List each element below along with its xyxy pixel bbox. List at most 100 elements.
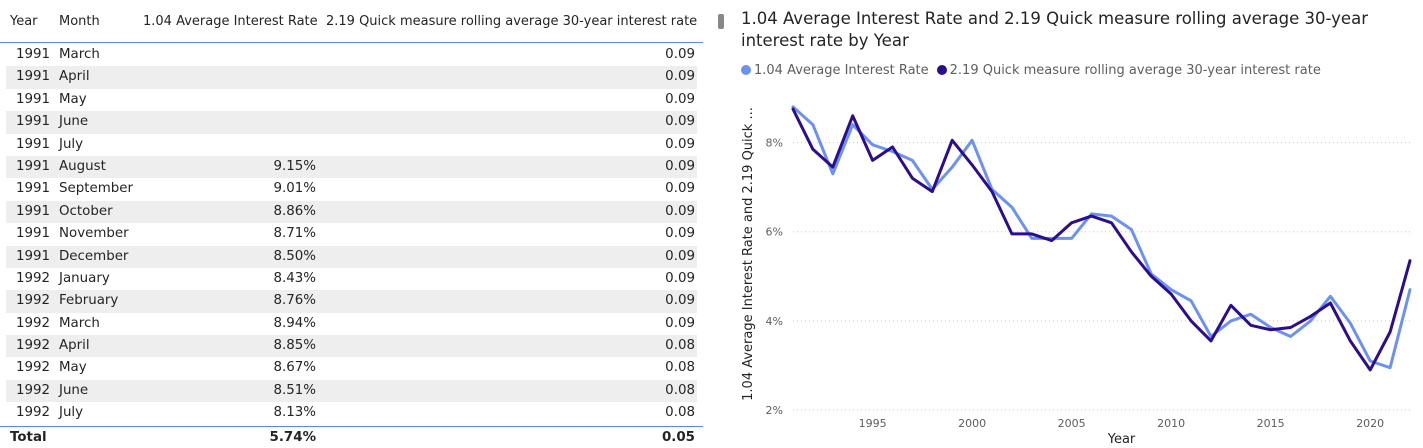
cell-year: 1992 <box>16 270 51 286</box>
table-row[interactable]: 1991 July 0.09 <box>6 134 697 156</box>
cell-year: 1991 <box>16 226 51 242</box>
cell-rolling: 0.09 <box>665 91 695 107</box>
cell-rolling: 0.09 <box>665 203 695 219</box>
cell-year: 1991 <box>16 47 51 62</box>
cell-rolling: 0.09 <box>665 181 695 197</box>
cell-year: 1991 <box>16 69 51 85</box>
x-tick-label: 2000 <box>958 417 986 430</box>
total-average: 5.74% <box>269 430 316 445</box>
cell-average: 9.01% <box>273 181 316 197</box>
chart-title: 1.04 Average Interest Rate and 2.19 Quic… <box>741 9 1368 50</box>
table-row[interactable]: 1991 September 9.01% 0.09 <box>6 178 697 200</box>
cell-year: 1991 <box>16 114 51 130</box>
cell-average: 8.86% <box>273 203 316 219</box>
table-total-row: Total 5.74% 0.05 <box>0 426 703 448</box>
cell-rolling: 0.09 <box>665 315 695 331</box>
table-row[interactable]: 1992 July 8.13% 0.08 <box>6 402 697 424</box>
legend-dot-icon <box>741 65 751 75</box>
cell-year: 1992 <box>16 293 51 309</box>
series-line-1 <box>791 105 1412 370</box>
y-tick-label: 8% <box>766 137 783 150</box>
y-tick-label: 4% <box>766 315 783 328</box>
y-axis-title: 1.04 Average Interest Rate and 2.19 Quic… <box>741 107 756 401</box>
header-month[interactable]: Month <box>59 14 100 29</box>
cell-average: 8.71% <box>273 226 316 242</box>
table-row[interactable]: 1992 January 8.43% 0.09 <box>6 268 697 290</box>
cell-year: 1992 <box>16 338 51 354</box>
cell-month: July <box>59 405 84 421</box>
table-row[interactable]: 1991 June 0.09 <box>6 111 697 134</box>
y-tick-label: 6% <box>766 226 783 239</box>
table-row[interactable]: 1992 March 8.94% 0.09 <box>6 313 697 335</box>
cell-year: 1991 <box>16 136 51 152</box>
table-row[interactable]: 1991 October 8.86% 0.09 <box>6 200 697 224</box>
cell-month: May <box>59 91 87 107</box>
cell-rolling: 0.08 <box>665 382 695 398</box>
x-axis-title: Year <box>1107 432 1136 447</box>
cell-month: July <box>59 136 84 152</box>
cell-average: 8.67% <box>273 360 316 376</box>
cell-rolling: 0.08 <box>665 360 695 376</box>
cell-average: 8.13% <box>273 405 316 421</box>
cell-rolling: 0.09 <box>665 136 695 152</box>
cell-year: 1991 <box>16 91 51 107</box>
x-tick-label: 2010 <box>1157 417 1185 430</box>
cell-rolling: 0.09 <box>665 47 695 62</box>
header-year[interactable]: Year <box>10 14 38 29</box>
plot-area: 2% 4% 6% 8% 1995 2000 2005 2010 2015 2020 Year 1.04… <box>741 105 1412 447</box>
table-row[interactable]: 1991 August 9.15% 0.09 <box>6 155 697 179</box>
legend-label: 2.19 Quick measure rolling average 30-ye… <box>949 63 1321 78</box>
table-body: 1991 March 0.09 1991 April 0.09 1991 May 0.09 199… <box>6 44 697 425</box>
cell-month: April <box>59 338 90 354</box>
table-row[interactable]: 1991 November 8.71% 0.09 <box>6 223 697 245</box>
cell-month: March <box>59 315 100 331</box>
cell-average: 8.50% <box>273 248 316 264</box>
cell-rolling: 0.09 <box>665 158 695 174</box>
table-row[interactable]: 1992 May 8.67% 0.08 <box>6 357 697 379</box>
table-row[interactable]: 1992 February 8.76% 0.09 <box>6 290 697 313</box>
cell-month: October <box>59 203 113 219</box>
series-line-2 <box>791 107 1412 372</box>
cell-rolling: 0.09 <box>665 293 695 309</box>
cell-rolling: 0.09 <box>665 226 695 242</box>
cell-month: September <box>59 181 134 197</box>
table-row[interactable]: 1991 March 0.09 <box>6 44 697 66</box>
header-rolling-average[interactable]: 2.19 Quick measure rolling average 30-ye… <box>326 14 698 29</box>
legend-item[interactable]: 1.04 Average Interest Rate <box>741 63 929 78</box>
x-tick-label: 2005 <box>1058 417 1086 430</box>
cell-year: 1992 <box>16 405 51 421</box>
cell-year: 1991 <box>16 248 51 264</box>
cell-year: 1992 <box>16 360 51 376</box>
legend-item[interactable]: 2.19 Quick measure rolling average 30-ye… <box>936 63 1321 78</box>
line-chart-visual[interactable]: 1.04 Average Interest Rate and 2.19 Quic… <box>718 0 1423 447</box>
table-row[interactable]: 1991 April 0.09 <box>6 66 697 89</box>
cell-month: November <box>59 226 129 242</box>
cell-month: April <box>59 69 90 85</box>
cell-average: 8.43% <box>273 270 316 286</box>
table-header: Year Month 1.04 Average Interest Rate 2.… <box>0 0 703 43</box>
visual-drag-handle[interactable] <box>718 14 724 29</box>
table-row[interactable]: 1992 June 8.51% 0.08 <box>6 379 697 403</box>
table-row[interactable]: 1992 April 8.85% 0.08 <box>6 335 697 358</box>
cell-average: 8.94% <box>273 315 316 331</box>
cell-average: 8.85% <box>273 338 316 354</box>
total-label: Total <box>10 430 47 445</box>
cell-month: December <box>59 248 129 264</box>
cell-month: January <box>59 270 110 286</box>
cell-month: June <box>59 382 89 398</box>
cell-rolling: 0.09 <box>665 248 695 264</box>
cell-rolling: 0.08 <box>665 338 695 354</box>
table-row[interactable]: 1991 May 0.09 <box>6 89 697 111</box>
table-row[interactable]: 1991 December 8.50% 0.09 <box>6 245 697 268</box>
cell-average: 8.76% <box>273 293 316 309</box>
chart-legend: 1.04 Average Interest Rate 2.19 Quick mea… <box>741 63 1329 78</box>
cell-month: February <box>59 293 119 309</box>
cell-year: 1991 <box>16 203 51 219</box>
legend-label: 1.04 Average Interest Rate <box>754 63 929 78</box>
cell-average: 8.51% <box>273 382 316 398</box>
cell-rolling: 0.08 <box>665 405 695 421</box>
cell-year: 1991 <box>16 181 51 197</box>
cell-year: 1992 <box>16 382 51 398</box>
legend-dot-icon <box>936 65 947 75</box>
header-average-interest-rate[interactable]: 1.04 Average Interest Rate <box>143 14 318 29</box>
